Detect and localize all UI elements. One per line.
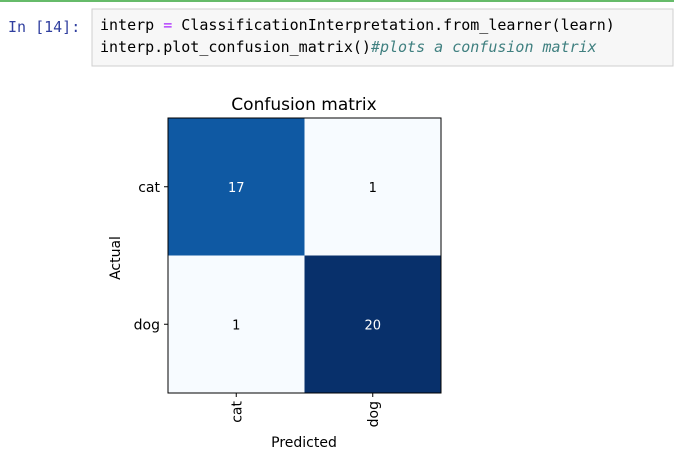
heatmap-cell (304, 255, 441, 393)
cell-label: 1 (232, 318, 240, 333)
cell-label: 17 (228, 181, 245, 196)
y-axis-label: Actual (108, 236, 124, 280)
cell-label: 1 (369, 181, 377, 196)
y-tick-label: dog (134, 317, 160, 333)
code-operator: = (163, 16, 172, 34)
cell-prompt: In [14]: (8, 18, 80, 36)
axes-frame (167, 117, 442, 394)
x-tick-label: cat (229, 400, 245, 422)
cell-border (0, 0, 674, 2)
heatmap-cell (304, 118, 441, 256)
y-tick-label: cat (138, 180, 160, 196)
code-token: interp.plot_confusion_matrix() (100, 38, 371, 56)
plot: 17 1 1 20 cat dog cat dog (134, 117, 442, 427)
chart-title: Confusion matrix (231, 95, 376, 115)
code-token: ClassificationInterpretation.from_learne… (172, 16, 615, 34)
code-line: interp = ClassificationInterpretation.fr… (100, 16, 615, 34)
cell-label: 20 (364, 318, 381, 333)
code-box[interactable] (91, 8, 674, 67)
x-tick-label: dog (366, 401, 382, 427)
x-axis-label: Predicted (271, 435, 337, 451)
code-token: interp (100, 16, 163, 34)
code-line: interp.plot_confusion_matrix()#plots a c… (100, 38, 597, 56)
heatmap-cell (168, 255, 305, 393)
heatmap-cell (168, 118, 305, 256)
code-comment: #plots a confusion matrix (370, 38, 597, 56)
